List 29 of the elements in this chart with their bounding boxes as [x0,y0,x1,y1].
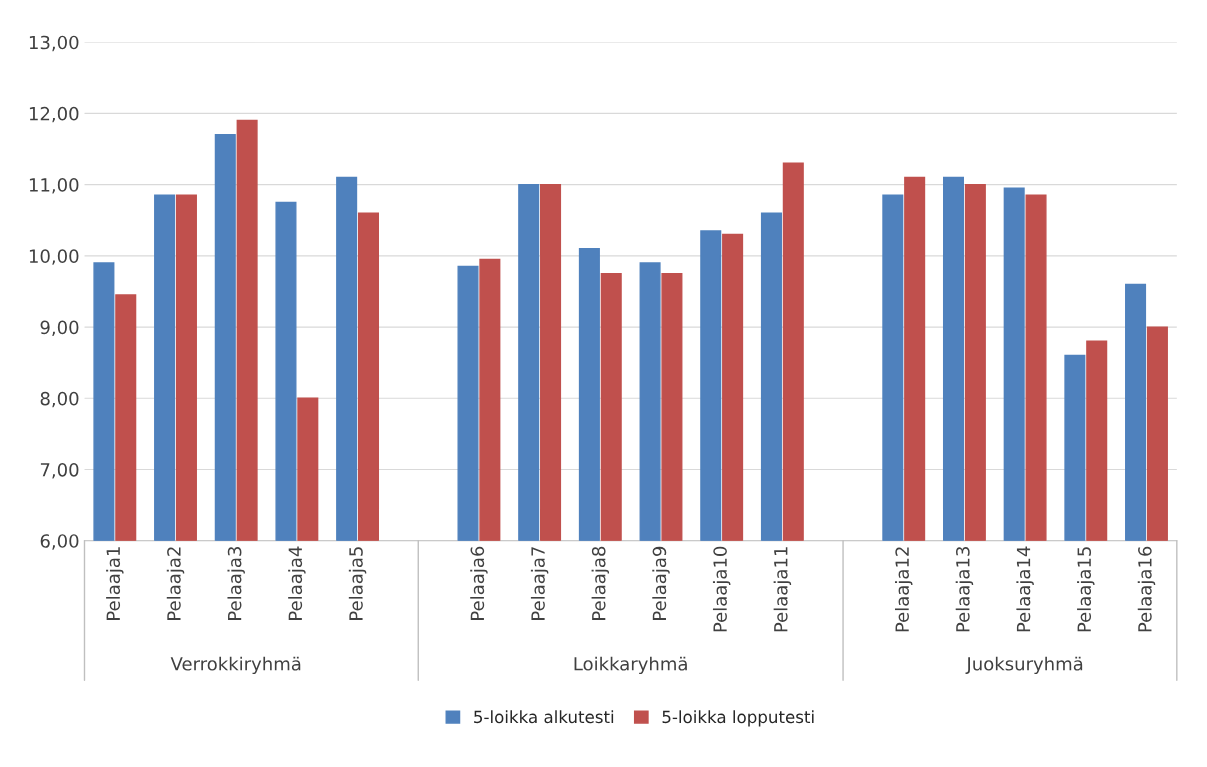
x-tick-label: Pelaaja2 [166,547,185,620]
legend-label: 5-loikka lopputesti [662,710,814,727]
y-tick-label: 7,00 [40,462,79,479]
x-tick-label: Pelaaja13 [955,547,974,632]
x-tick-label: Pelaaja12 [895,547,913,632]
x-tick-label: Pelaaja6 [470,546,488,620]
x-tick-label: Pelaaja8 [591,546,610,620]
x-tick-label: Pelaaja1 [106,547,124,620]
y-tick-label: 12,00 [29,106,79,123]
text: Juoksuryhmä [965,656,1083,675]
x-tick-label: Pelaaja9 [652,546,670,620]
x-tick-label: Pelaaja15 [1077,547,1095,632]
y-tick-label: 6,00 [40,534,79,550]
legend-label: 5-loikka alkutesti [474,710,614,724]
y-tick-label: 8,00 [40,391,79,408]
y-tick-label: 9,00 [40,320,79,337]
text: Verrokkiryhmä [170,656,301,675]
y-tick-label: 11,00 [29,178,79,194]
x-tick-label: Pelaaja10 [712,546,731,632]
y-tick-label: 13,00 [29,35,79,52]
x-tick-label: Pelaaja11 [773,547,792,632]
x-tick-label: Pelaaja4 [288,546,306,620]
text: Loikkaryhmä [574,656,687,675]
x-tick-label: Pelaaja3 [227,547,245,620]
x-tick-label: Pelaaja5 [348,547,367,620]
x-tick-label: Pelaaja7 [530,547,549,620]
x-tick-label: Pelaaja16 [1137,546,1156,632]
y-tick-label: 10,00 [29,249,79,265]
x-tick-label: Pelaaja14 [1016,546,1034,632]
